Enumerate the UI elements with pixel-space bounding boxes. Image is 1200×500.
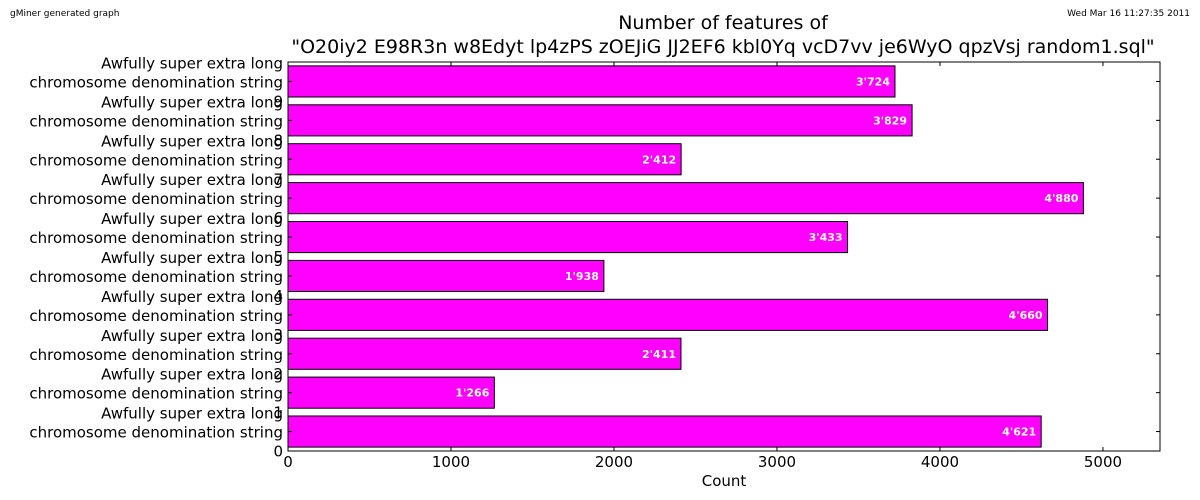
x-tick-label: 0 (283, 453, 293, 471)
bar-0 (287, 415, 1042, 448)
y-tick-label-line2: chromosome denomination string (29, 346, 283, 364)
bar-value-label: 3'829 (873, 114, 907, 127)
y-tick-label-index: 6 (273, 209, 283, 227)
plot-frame (287, 61, 1161, 452)
bar-9 (287, 65, 896, 98)
bar-value-label: 1'938 (565, 270, 599, 283)
bar-5 (287, 220, 849, 254)
y-tick-label-line1: Awfully super extra long (101, 54, 283, 72)
y-tick-label-line1: Awfully super extra long (101, 288, 283, 306)
y-tick-label-line1: Awfully super extra long (101, 405, 283, 423)
bar-value-label: 4'660 (1009, 309, 1043, 322)
y-tick-label-line2: chromosome denomination string (29, 424, 283, 442)
y-tick-label-index: 3 (273, 326, 283, 344)
y-tick-label-index: 9 (273, 92, 283, 110)
bar-value-label: 2'411 (642, 348, 676, 361)
y-tick-label-line1: Awfully super extra long (101, 210, 283, 228)
y-tick-label-line1: Awfully super extra long (101, 132, 283, 150)
y-tick-label-line1: Awfully super extra long (101, 93, 283, 111)
y-tick-label-index: 1 (273, 404, 283, 422)
y-tick-label-index: 5 (273, 248, 283, 266)
y-tick-label-line2: chromosome denomination string (29, 307, 283, 325)
y-tick-label-line2: chromosome denomination string (29, 229, 283, 247)
bar-3 (287, 298, 1049, 331)
chart-title-line1: Number of features of (618, 12, 829, 34)
bar-value-label: 1'266 (455, 387, 489, 400)
y-tick-label-line1: Awfully super extra long (101, 171, 283, 189)
y-tick-label-index: 2 (273, 365, 283, 383)
bar-8 (287, 104, 913, 137)
x-tick-label: 1000 (432, 453, 470, 471)
x-tick-label: 3000 (758, 453, 796, 471)
y-tick-label-line2: chromosome denomination string (29, 73, 283, 91)
y-tick-label-line1: Awfully super extra long (101, 327, 283, 345)
x-tick-label: 2000 (595, 453, 633, 471)
y-tick-label-index: 8 (273, 131, 283, 149)
y-tick-label-line2: chromosome denomination string (29, 385, 283, 403)
chart-title-line2: "O20iy2 E98R3n w8Edyt lp4zPS zOEJiG JJ2E… (291, 36, 1154, 58)
bar-value-label: 4'621 (1002, 426, 1036, 439)
bar-7 (287, 143, 682, 176)
bar-2 (287, 337, 682, 370)
y-tick-label-index: 4 (273, 287, 283, 305)
bar-4 (287, 259, 605, 293)
bar-value-label: 3'724 (856, 75, 890, 88)
x-tick-label: 5000 (1084, 453, 1122, 471)
y-tick-label-line2: chromosome denomination string (29, 151, 283, 169)
bar-value-label: 3'433 (809, 231, 843, 244)
bar-value-label: 4'880 (1044, 192, 1078, 205)
y-tick-label-index: 7 (273, 170, 283, 188)
x-axis-label: Count (702, 472, 747, 490)
y-tick-label-index: 0 (273, 443, 283, 461)
y-tick-label-line1: Awfully super extra long (101, 249, 283, 267)
generator-label: gMiner generated graph (10, 9, 120, 19)
bar-value-label: 2'412 (642, 153, 676, 166)
timestamp-label: Wed Mar 16 11:27:35 2011 (1067, 9, 1190, 19)
y-tick-label-line1: Awfully super extra long (101, 366, 283, 384)
y-tick-label-line2: chromosome denomination string (29, 190, 283, 208)
y-tick-label-line2: chromosome denomination string (29, 268, 283, 286)
x-tick-label: 4000 (921, 453, 959, 471)
bar-6 (287, 182, 1084, 215)
y-tick-label-line2: chromosome denomination string (29, 112, 283, 130)
